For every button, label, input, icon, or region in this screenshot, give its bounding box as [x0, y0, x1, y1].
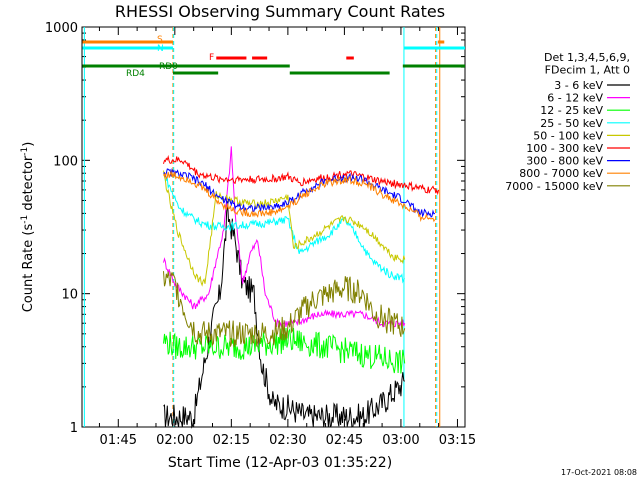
series-line	[163, 172, 406, 284]
x-tick-label: 02:45	[326, 433, 363, 448]
legend-header: Det 1,3,4,5,6,9,	[544, 51, 630, 64]
legend-entry-label: 7000 - 15000 keV	[505, 180, 603, 193]
legend-entry-label: 3 - 6 keV	[554, 79, 603, 92]
x-tick-label: 02:15	[213, 433, 250, 448]
flag-label: RD4	[126, 69, 145, 79]
y-tick-label: 10	[61, 288, 78, 303]
flag-label: F	[209, 53, 214, 63]
series-line	[163, 327, 406, 374]
legend-entry-label: 6 - 12 keV	[547, 92, 603, 105]
legend-header: FDecim 1, Att 0	[545, 64, 630, 77]
plot-frame	[81, 26, 466, 428]
legend-entry-label: 12 - 25 keV	[540, 104, 603, 117]
flag-label: RD0	[159, 62, 178, 72]
chart-title: RHESSI Observing Summary Count Rates	[115, 2, 445, 21]
flag-label: N	[157, 44, 164, 54]
x-tick-label: 03:15	[439, 433, 476, 448]
series-line	[163, 169, 436, 223]
flag-label: S	[157, 35, 163, 45]
legend-entry-label: 25 - 50 keV	[540, 117, 603, 130]
x-axis-label: Start Time (12-Apr-03 01:35:22)	[168, 455, 392, 471]
legend-entry-label: 50 - 100 keV	[533, 129, 603, 142]
legend-entry-label: 100 - 300 keV	[526, 142, 603, 155]
y-tick-label: 1	[70, 421, 78, 436]
x-tick-label: 03:00	[382, 433, 419, 448]
series-line	[163, 154, 440, 196]
series-line	[163, 170, 406, 287]
series-line	[163, 270, 406, 348]
y-tick-label: 1000	[45, 21, 78, 36]
y-tick-label: 100	[53, 154, 78, 169]
series-line	[163, 201, 405, 429]
footer-timestamp: 17-Oct-2021 08:08	[561, 468, 637, 477]
x-tick-label: 02:00	[156, 433, 193, 448]
legend-entry-label: 800 - 7000 keV	[519, 167, 603, 180]
legend-entry-label: 300 - 800 keV	[526, 155, 603, 168]
x-tick-label: 02:30	[269, 433, 306, 448]
y-axis-label: Count Rate (s-1 detector-1)	[20, 142, 36, 313]
x-tick-label: 01:45	[100, 433, 137, 448]
